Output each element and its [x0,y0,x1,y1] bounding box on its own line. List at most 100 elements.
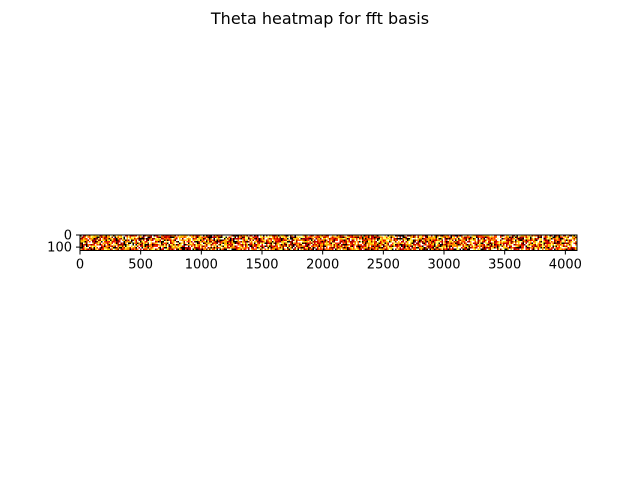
heatmap-cell [224,236,226,238]
heatmap-cell [399,235,401,237]
heatmap-cell [341,245,343,247]
heatmap-cell [243,238,245,240]
heatmap-cell [273,244,275,246]
heatmap-cell [260,238,262,240]
heatmap-cell [524,235,526,237]
heatmap-cell [111,241,113,243]
heatmap-cell [144,248,146,250]
heatmap-cell [548,247,550,249]
heatmap-cell [429,238,431,240]
heatmap-cell [309,239,311,241]
heatmap-cell [393,236,395,238]
heatmap-cell [500,242,502,244]
heatmap-cell [114,235,116,237]
heatmap-cell [431,248,433,250]
heatmap-cell [188,236,190,238]
heatmap-cell [486,241,488,243]
heatmap-cell [201,235,203,237]
heatmap-cell [378,241,380,243]
heatmap-cell [504,247,506,249]
heatmap-cell [191,241,193,243]
heatmap-cell [171,241,173,243]
heatmap-cell [315,236,317,238]
heatmap-cell [506,235,508,237]
heatmap-cell [333,239,335,241]
heatmap-cell [527,236,529,238]
heatmap-cell [288,247,290,249]
heatmap-cell [353,238,355,240]
heatmap-cell [557,247,559,249]
heatmap-cell [120,248,122,250]
heatmap-cell [86,238,88,240]
heatmap-cell [297,238,299,240]
heatmap-cell [557,238,559,240]
heatmap-cell [501,238,503,240]
heatmap-cell [339,235,341,237]
heatmap-cell [204,236,206,238]
heatmap-cell [204,238,206,240]
heatmap-cell [93,236,95,238]
heatmap-cell [152,241,154,243]
heatmap-cell [371,245,373,247]
heatmap-cell [557,248,559,250]
heatmap-cell [81,238,83,240]
heatmap-cell [465,235,467,237]
heatmap-cell [342,245,344,247]
heatmap-cell [281,235,283,237]
heatmap-cell [323,248,325,250]
heatmap-cell [540,235,542,237]
heatmap-cell [102,242,104,244]
heatmap-cell [83,236,85,238]
heatmap-cell [159,241,161,243]
heatmap-cell [84,242,86,244]
heatmap-cell [410,248,412,250]
heatmap-cell [108,247,110,249]
heatmap-cell [240,236,242,238]
heatmap-cell [191,238,193,240]
heatmap-cell [248,242,250,244]
heatmap-cell [194,248,196,250]
heatmap-cell [360,238,362,240]
heatmap-cell [383,236,385,238]
heatmap-cell [239,247,241,249]
heatmap-cell [122,238,124,240]
heatmap-cell [431,247,433,249]
heatmap-cell [437,247,439,249]
heatmap-cell [572,238,574,240]
heatmap-cell [96,245,98,247]
heatmap-cell [558,236,560,238]
heatmap-cell [212,236,214,238]
heatmap-cell [530,247,532,249]
heatmap-cell [170,248,172,250]
heatmap-cell [197,247,199,249]
heatmap-cell [464,245,466,247]
heatmap-cell [410,239,412,241]
heatmap-cell [203,247,205,249]
heatmap-cell [458,242,460,244]
heatmap-cell [369,242,371,244]
heatmap-cell [260,245,262,247]
heatmap-cell [438,236,440,238]
heatmap-cell [534,245,536,247]
heatmap-cell [258,235,260,237]
heatmap-cell [92,245,94,247]
heatmap-cell [536,239,538,241]
heatmap-cell [509,245,511,247]
heatmap-cell [498,238,500,240]
heatmap-cell [452,235,454,237]
heatmap-cell [549,242,551,244]
heatmap-cell [354,238,356,240]
heatmap-cell [398,242,400,244]
heatmap-cell [359,238,361,240]
heatmap-cell [335,247,337,249]
heatmap-cell [206,247,208,249]
heatmap-cell [342,248,344,250]
heatmap-cell [116,235,118,237]
heatmap-cell [315,248,317,250]
heatmap-cell [522,244,524,246]
heatmap-cell [218,244,220,246]
heatmap-cell [384,242,386,244]
heatmap-cell [548,239,550,241]
heatmap-cell [348,245,350,247]
heatmap-cell [572,236,574,238]
